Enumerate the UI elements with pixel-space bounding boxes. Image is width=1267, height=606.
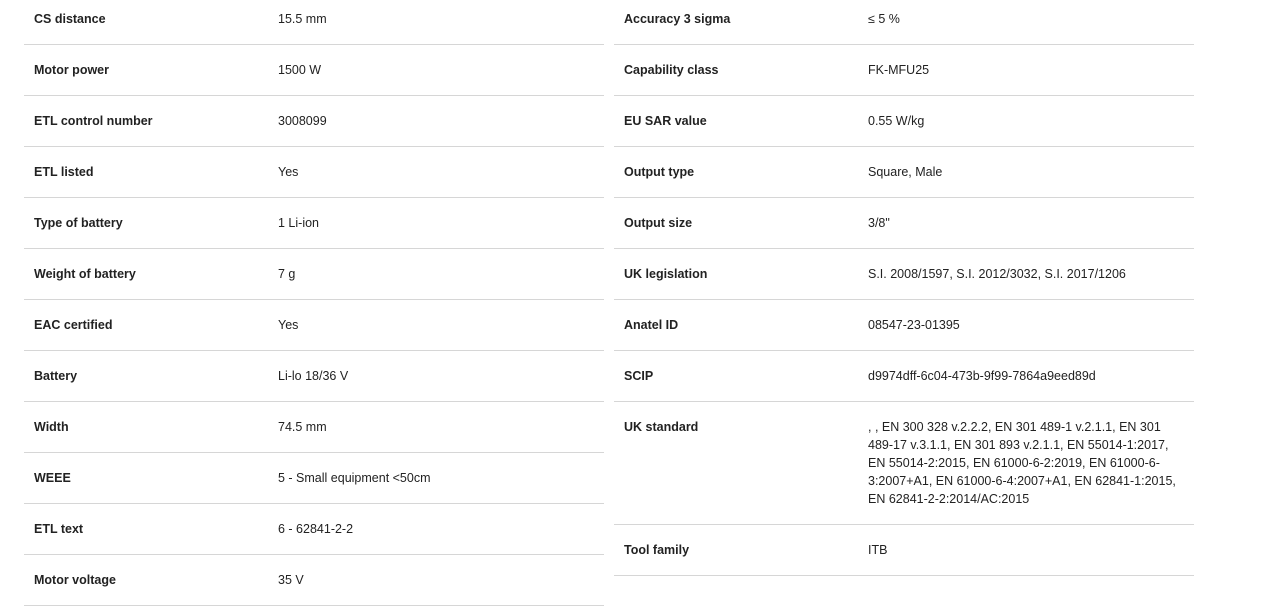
spec-label: Accuracy 3 sigma: [624, 12, 731, 26]
spec-label: ETL text: [34, 522, 84, 536]
spec-row: Capability class FK-MFU25: [614, 45, 1194, 96]
spec-row: EU SAR value 0.55 W/kg: [614, 96, 1194, 147]
spec-label: Battery: [34, 369, 78, 383]
spec-value: 35 V: [278, 573, 304, 587]
spec-label: Weight of battery: [34, 267, 136, 281]
spec-value: 0.55 W/kg: [868, 114, 925, 128]
spec-row: ETL listed Yes: [24, 147, 604, 198]
spec-label: ETL control number: [34, 114, 153, 128]
spec-row: Motor voltage 35 V: [24, 555, 604, 606]
spec-row: Output type Square, Male: [614, 147, 1194, 198]
spec-value: 3008099: [278, 114, 327, 128]
spec-label: UK standard: [624, 420, 699, 434]
spec-label: EU SAR value: [624, 114, 707, 128]
spec-value: Square, Male: [868, 165, 943, 179]
spec-value: ≤ 5 %: [868, 12, 900, 26]
spec-row: EAC certified Yes: [24, 300, 604, 351]
spec-row: ETL text 6 - 62841-2-2: [24, 504, 604, 555]
spec-value: 08547-23-01395: [868, 318, 960, 332]
spec-label: Width: [34, 420, 69, 434]
spec-row: Motor power 1500 W: [24, 45, 604, 96]
spec-label: Capability class: [624, 63, 719, 77]
spec-value: ITB: [868, 543, 888, 557]
spec-row: CS distance 15.5 mm: [24, 0, 604, 45]
spec-value: 5 - Small equipment <50cm: [278, 471, 431, 485]
spec-row: Anatel ID 08547-23-01395: [614, 300, 1194, 351]
spec-value: 15.5 mm: [278, 12, 327, 26]
spec-value: Yes: [278, 318, 299, 332]
spec-row: Width 74.5 mm: [24, 402, 604, 453]
spec-value: Yes: [278, 165, 299, 179]
spec-row: WEEE 5 - Small equipment <50cm: [24, 453, 604, 504]
spec-value: , , EN 300 328 v.2.2.2, EN 301 489-1 v.2…: [868, 420, 1176, 506]
spec-row: Battery Li-lo 18/36 V: [24, 351, 604, 402]
spec-label: EAC certified: [34, 318, 113, 332]
spec-label: Tool family: [624, 543, 690, 557]
spec-value: Li-lo 18/36 V: [278, 369, 349, 383]
spec-label: Output type: [624, 165, 695, 179]
spec-row: UK standard , , EN 300 328 v.2.2.2, EN 30…: [614, 402, 1194, 525]
spec-row: Accuracy 3 sigma ≤ 5 %: [614, 0, 1194, 45]
spec-label: WEEE: [34, 471, 71, 485]
spec-row: Weight of battery 7 g: [24, 249, 604, 300]
spec-row: Type of battery 1 Li-ion: [24, 198, 604, 249]
spec-value: d9974dff-6c04-473b-9f99-7864a9eed89d: [868, 369, 1096, 383]
spec-value: 1500 W: [278, 63, 322, 77]
spec-row: SCIP d9974dff-6c04-473b-9f99-7864a9eed89d: [614, 351, 1194, 402]
spec-label: Output size: [624, 216, 693, 230]
spec-row: UK legislation S.I. 2008/1597, S.I. 2012/…: [614, 249, 1194, 300]
spec-value: 3/8": [868, 216, 890, 230]
spec-row: Tool family ITB: [614, 525, 1194, 576]
spec-value: 74.5 mm: [278, 420, 327, 434]
spec-label: Anatel ID: [624, 318, 679, 332]
spec-value: FK-MFU25: [868, 63, 930, 77]
spec-value: 7 g: [278, 267, 296, 281]
spec-label: ETL listed: [34, 165, 94, 179]
spec-label: UK legislation: [624, 267, 708, 281]
spec-table-right: Accuracy 3 sigma ≤ 5 % Capability class FK-…: [614, 0, 1194, 576]
spec-value: S.I. 2008/1597, S.I. 2012/3032, S.I. 201…: [868, 267, 1126, 281]
spec-label: Motor power: [34, 63, 109, 77]
spec-label: CS distance: [34, 12, 106, 26]
spec-row: ETL control number 3008099: [24, 96, 604, 147]
spec-row: Output size 3/8": [614, 198, 1194, 249]
spec-value: 1 Li-ion: [278, 216, 319, 230]
spec-label: Motor voltage: [34, 573, 116, 587]
spec-label: Type of battery: [34, 216, 123, 230]
spec-value: 6 - 62841-2-2: [278, 522, 354, 536]
spec-label: SCIP: [624, 369, 654, 383]
spec-table-left: CS distance 15.5 mm Motor power 1500 W ETL c…: [24, 0, 604, 606]
